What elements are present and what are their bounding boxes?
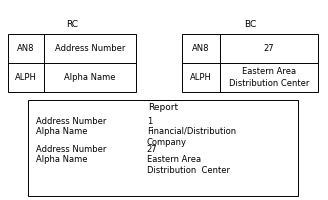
Text: BC: BC <box>244 20 256 29</box>
Text: 27: 27 <box>147 146 157 154</box>
Text: Address Number: Address Number <box>36 117 106 126</box>
Text: Eastern Area
Distribution  Center: Eastern Area Distribution Center <box>147 155 230 175</box>
Text: AN8: AN8 <box>17 44 35 53</box>
Text: Address Number: Address Number <box>36 146 106 154</box>
Text: Alpha Name: Alpha Name <box>64 73 116 82</box>
Text: Report: Report <box>148 102 178 112</box>
Text: AN8: AN8 <box>192 44 210 53</box>
Text: Eastern Area
Distribution Center: Eastern Area Distribution Center <box>229 67 309 88</box>
Text: Financial/Distribution
Company: Financial/Distribution Company <box>147 127 236 147</box>
Text: ALPH: ALPH <box>15 73 37 82</box>
Text: ALPH: ALPH <box>190 73 212 82</box>
Text: Alpha Name: Alpha Name <box>36 127 88 136</box>
Text: 1: 1 <box>147 117 152 126</box>
Bar <box>182 34 318 92</box>
Bar <box>8 34 136 92</box>
Text: RC: RC <box>66 20 78 29</box>
Text: Address Number: Address Number <box>55 44 125 53</box>
Bar <box>28 100 298 196</box>
Text: Alpha Name: Alpha Name <box>36 155 88 164</box>
Text: 27: 27 <box>264 44 274 53</box>
